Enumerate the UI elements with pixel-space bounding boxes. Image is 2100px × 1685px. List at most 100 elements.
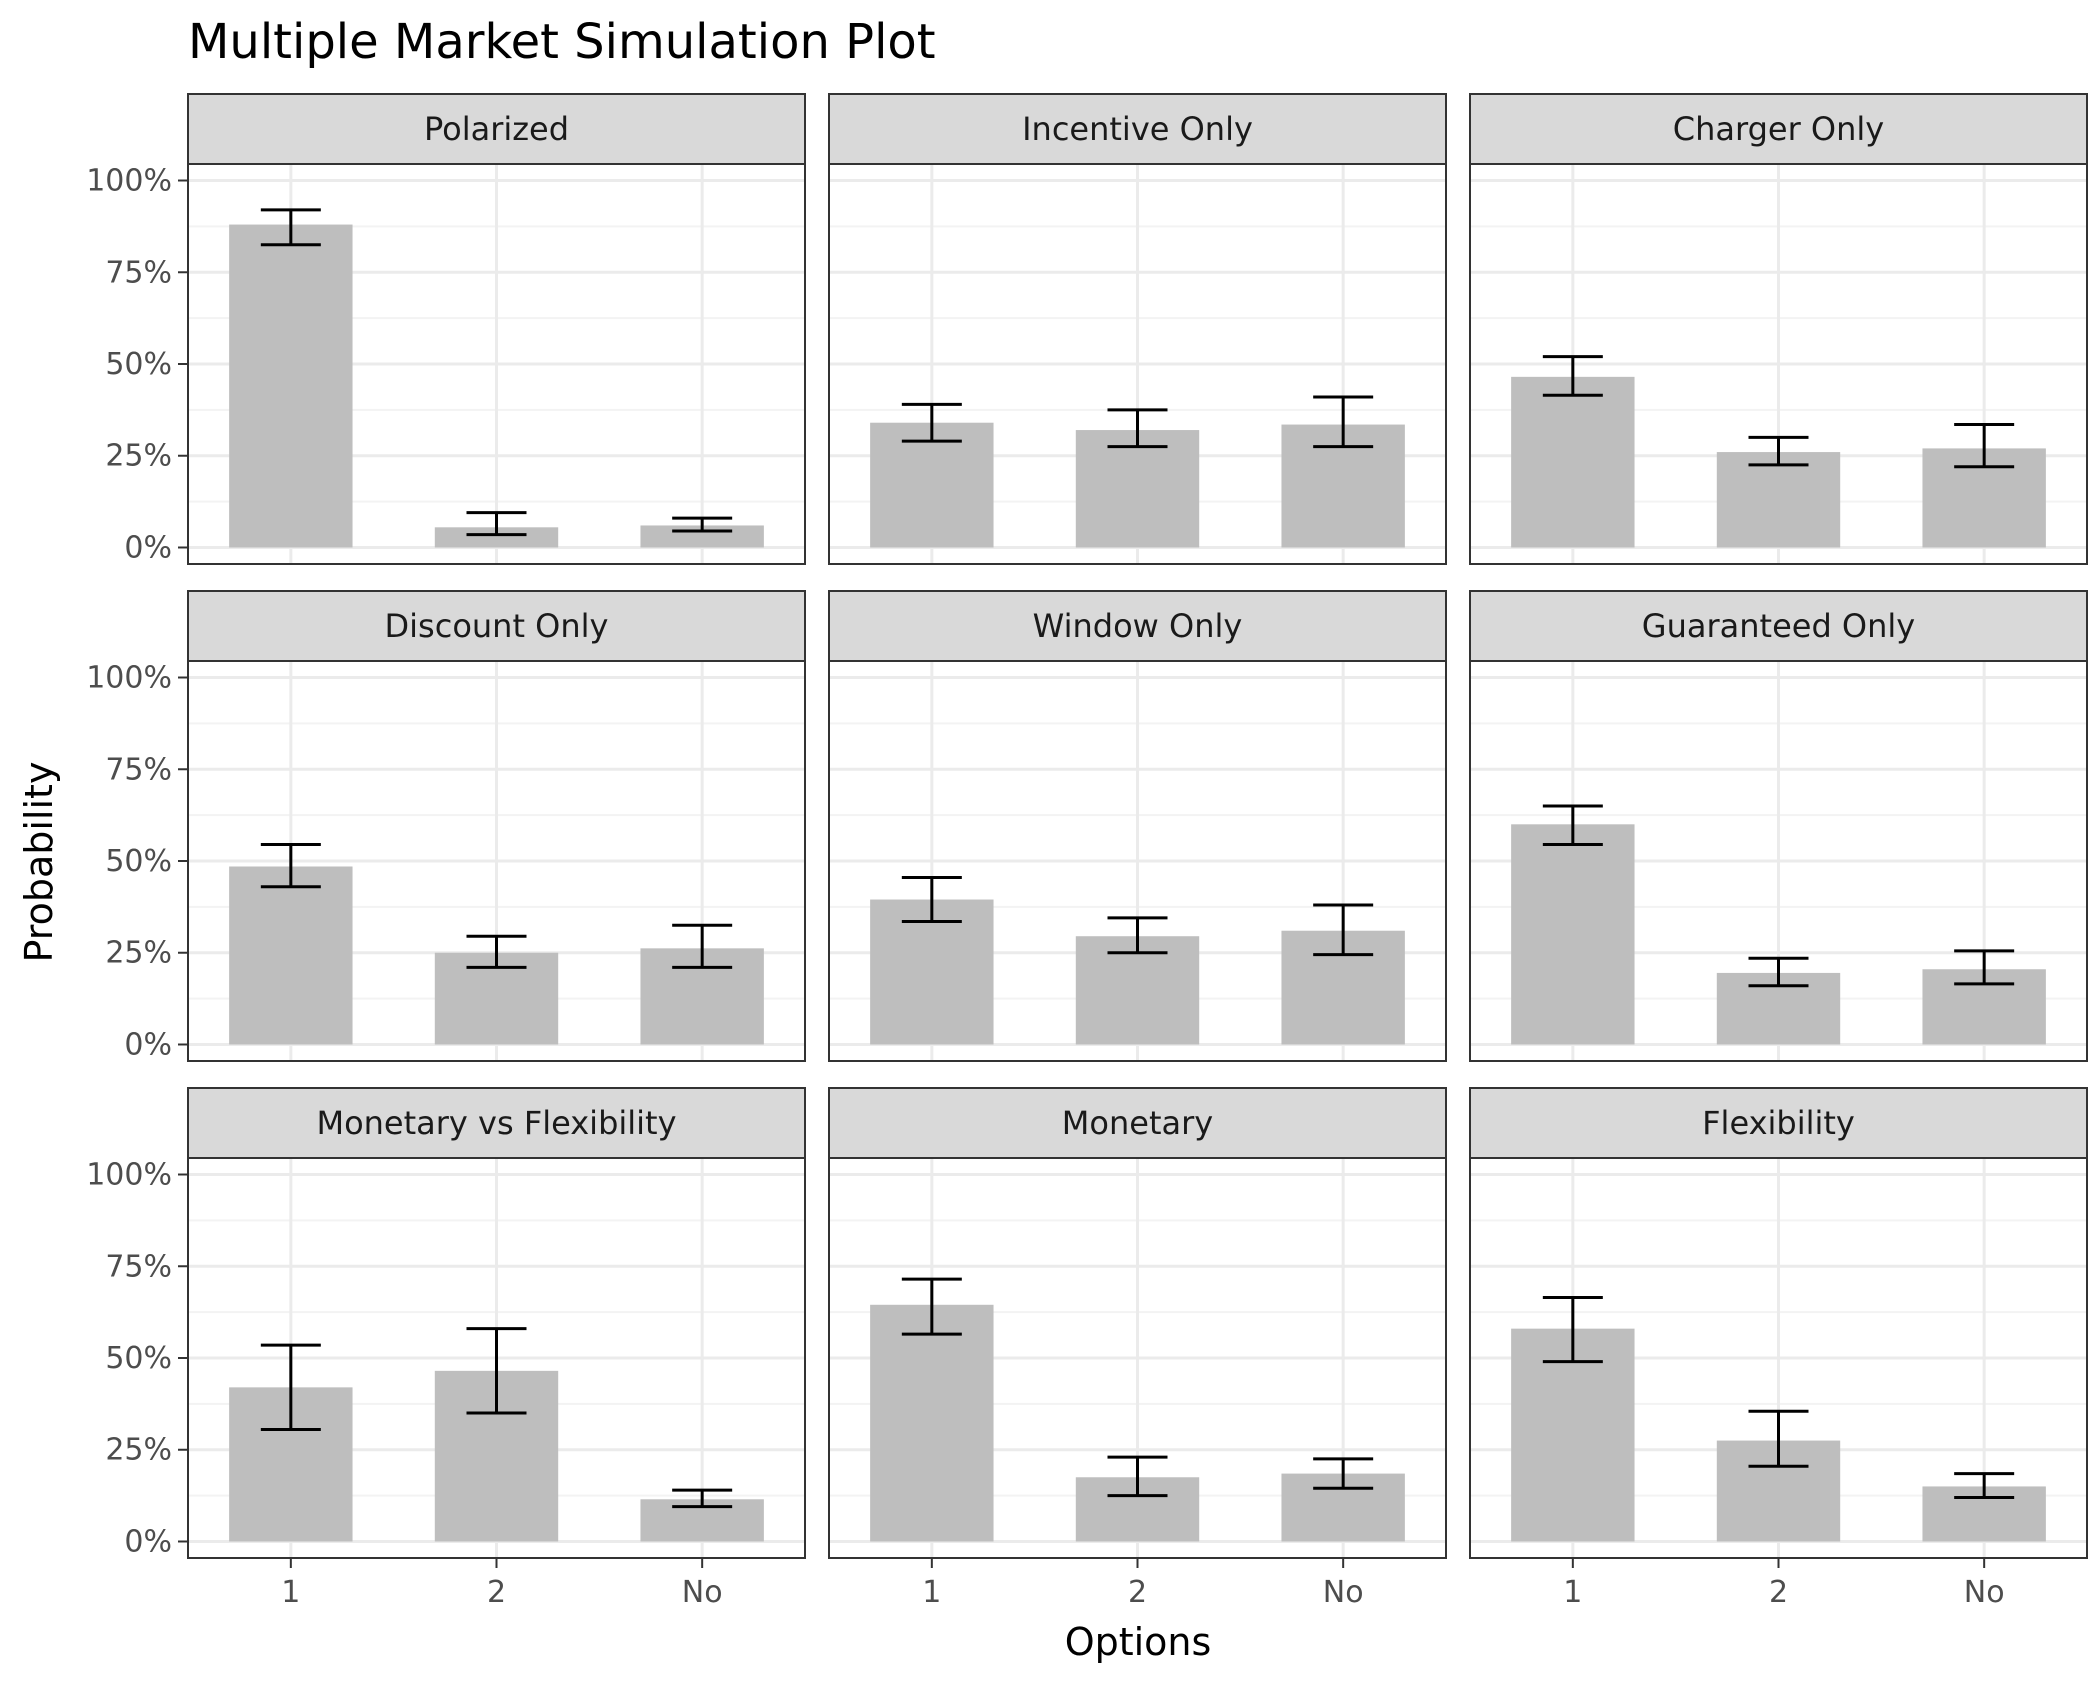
error-bar [1313, 903, 1374, 957]
facet-strip-label: Monetary vs Flexibility [316, 1104, 676, 1142]
facet-strip-label: Discount Only [385, 607, 609, 645]
y-tick-label: 75% [105, 752, 172, 787]
y-tick-label: 25% [105, 936, 172, 971]
facet-panel: Window Only [828, 590, 1447, 1062]
y-tick-label: 0% [124, 1027, 172, 1062]
facet-panel: Incentive Only [828, 93, 1447, 565]
y-tick-label: 0% [124, 530, 172, 565]
error-bar [1313, 1457, 1374, 1490]
facet-strip-label: Incentive Only [1022, 110, 1253, 148]
facet-strip-label: Window Only [1033, 607, 1243, 645]
bar [1511, 376, 1635, 548]
y-tick-label: 75% [105, 1249, 172, 1284]
facet-strip-label: Polarized [424, 110, 569, 148]
error-bar [1542, 1295, 1603, 1364]
error-bar [1107, 408, 1168, 449]
facet-strip-label: Guaranteed Only [1642, 607, 1915, 645]
error-bar [1954, 1472, 2015, 1499]
bar [229, 866, 353, 1045]
error-bar [1954, 949, 2015, 986]
error-bar [1107, 916, 1168, 955]
error-bar [901, 876, 962, 924]
error-bar [260, 208, 321, 247]
facet-strip [1469, 590, 2088, 662]
bar [1075, 936, 1200, 1045]
facet-strip [187, 1087, 806, 1159]
facet-strip [1469, 93, 2088, 165]
bar [870, 899, 994, 1045]
facet-panel: Discount Only 0% 25% 50% 75% 100% [86, 590, 806, 1062]
facet-strip-label: Monetary [1062, 1104, 1213, 1142]
bar [640, 525, 764, 548]
panel-border [1469, 163, 2088, 565]
y-axis-title: Probability [17, 762, 61, 963]
facet-strip [828, 1087, 1447, 1159]
error-bar [466, 511, 527, 537]
error-bar [1107, 1455, 1168, 1498]
y-tick-label: 50% [105, 1341, 172, 1376]
facet-panel: Charger Only [1469, 93, 2088, 565]
error-bar [1954, 423, 2015, 469]
x-tick-label: No [1964, 1575, 2005, 1610]
y-tick-label: 75% [105, 255, 172, 290]
error-bar [1748, 435, 1809, 467]
x-tick-label: 1 [1563, 1575, 1582, 1610]
y-tick-label: 50% [105, 844, 172, 879]
facet-panel: Polarized 0% 25% 50% 75% 100% [86, 93, 806, 565]
error-bar [260, 1343, 321, 1432]
error-bar [1542, 355, 1603, 397]
error-bar [1748, 956, 1809, 988]
y-tick-label: 100% [86, 1158, 172, 1193]
y-tick-label: 100% [86, 164, 172, 199]
error-bar [466, 1327, 527, 1415]
error-bar [672, 1488, 733, 1509]
x-axis-title: Options [1065, 1620, 1212, 1664]
bar [1075, 430, 1200, 548]
panel-border [1469, 660, 2088, 1062]
error-bar [1313, 395, 1374, 449]
bar [1511, 1328, 1635, 1542]
panel-border [828, 660, 1447, 1062]
x-tick-label: No [682, 1575, 723, 1610]
x-tick-label: 2 [487, 1575, 506, 1610]
x-tick-label: 2 [1128, 1575, 1147, 1610]
facet-panel: Monetary 1 2 No [828, 1087, 1447, 1610]
y-tick-label: 0% [124, 1524, 172, 1559]
facet-strip [187, 93, 806, 165]
facet-panel: Monetary vs Flexibility 0% 25% 50% 75% 100% 1 2… [86, 1087, 806, 1610]
bar [870, 1304, 994, 1542]
error-bar [901, 1277, 962, 1336]
facet-panel: Flexibility 1 2 No [1469, 1087, 2088, 1610]
error-bar [1748, 1409, 1809, 1468]
x-tick-label: No [1323, 1575, 1364, 1610]
error-bar [901, 402, 962, 443]
error-bar [672, 923, 733, 969]
bar [870, 422, 994, 548]
y-tick-label: 25% [105, 1433, 172, 1468]
facet-strip [828, 93, 1447, 165]
facet-panel: Guaranteed Only [1469, 590, 2088, 1062]
facet-strip-label: Charger Only [1673, 110, 1884, 148]
y-tick-label: 25% [105, 439, 172, 474]
facet-strip-label: Flexibility [1702, 1104, 1855, 1142]
error-bar [466, 934, 527, 969]
bar [1511, 824, 1635, 1045]
chart-title: Multiple Market Simulation Plot [188, 14, 936, 70]
facet-strip [1469, 1087, 2088, 1159]
bar [1716, 452, 1841, 548]
panel-border [828, 163, 1447, 565]
y-tick-label: 50% [105, 347, 172, 382]
facet-strip [828, 590, 1447, 662]
bar [229, 224, 353, 548]
y-tick-label: 100% [86, 661, 172, 696]
error-bar [1542, 804, 1603, 846]
error-bar [260, 842, 321, 889]
error-bar [672, 516, 733, 533]
x-tick-label: 1 [281, 1575, 300, 1610]
x-tick-label: 1 [922, 1575, 941, 1610]
bar [434, 527, 559, 548]
facet-panels: Polarized 0% 25% 50% 75% 100% Incentive Only Ch… [86, 93, 2088, 1610]
x-tick-label: 2 [1769, 1575, 1788, 1610]
